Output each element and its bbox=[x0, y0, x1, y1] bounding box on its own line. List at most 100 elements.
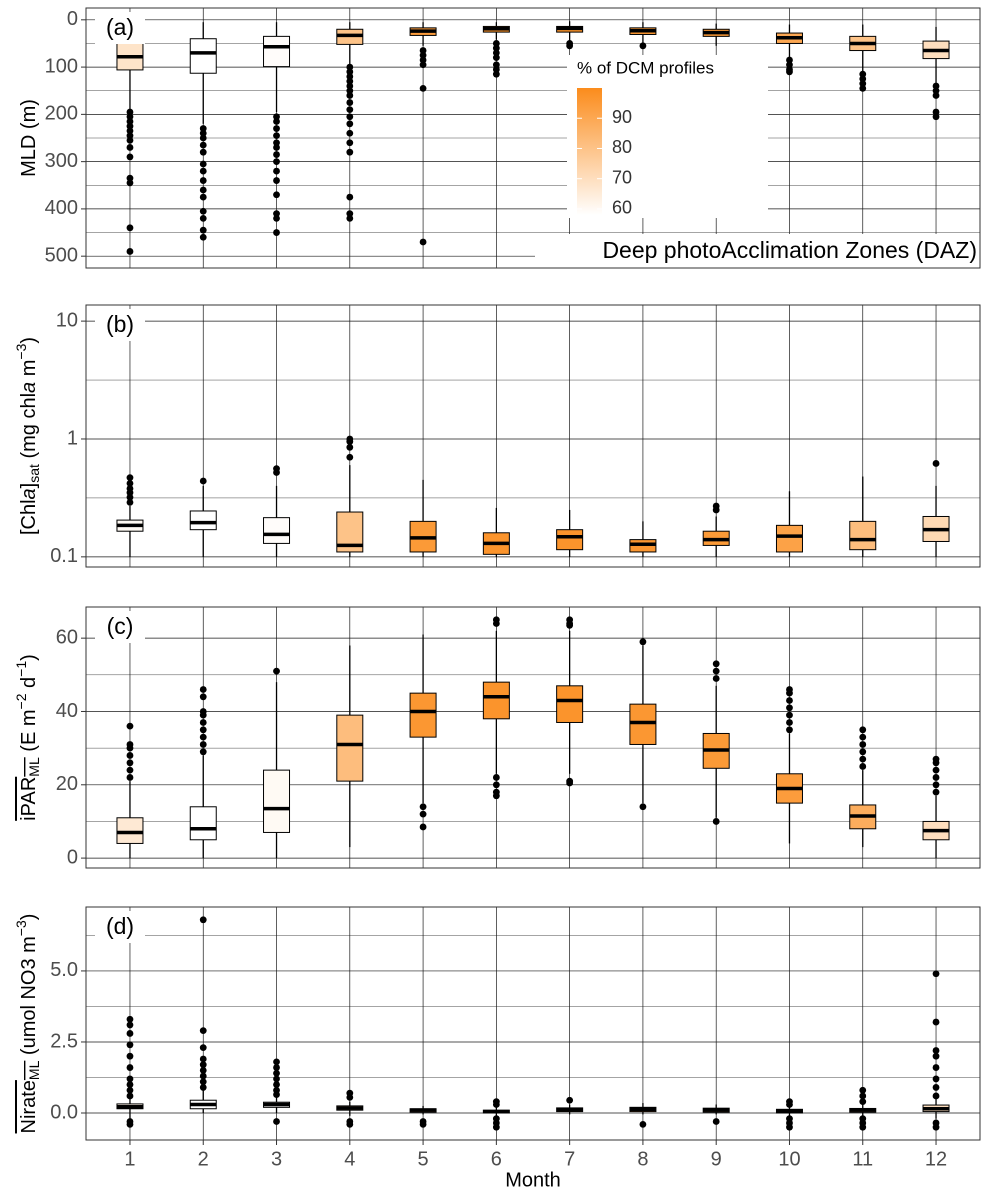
y-axis-label-part: ) bbox=[18, 914, 40, 921]
box bbox=[189, 38, 217, 74]
outlier bbox=[199, 693, 207, 701]
outlier bbox=[492, 61, 500, 69]
outlier bbox=[273, 1064, 280, 1071]
panel-border bbox=[85, 7, 981, 269]
outlier bbox=[932, 774, 940, 781]
outlier bbox=[639, 42, 647, 50]
outlier bbox=[199, 477, 207, 485]
outlier bbox=[932, 108, 940, 116]
annotation: Deep photoAcclimation Zones (DAZ) bbox=[602, 237, 977, 263]
outlier bbox=[859, 1115, 867, 1123]
box bbox=[263, 35, 291, 68]
y-axis-label-part: ML bbox=[26, 757, 42, 777]
outlier bbox=[126, 153, 134, 161]
outlier bbox=[199, 1027, 207, 1035]
outlier bbox=[786, 719, 793, 726]
panel-label-background bbox=[95, 911, 145, 943]
outlier bbox=[346, 92, 354, 99]
y-axis-label: MLD (m) bbox=[18, 99, 40, 177]
outlier bbox=[273, 229, 280, 236]
outlier bbox=[346, 139, 354, 147]
outlier bbox=[126, 1075, 134, 1083]
outlier bbox=[273, 1081, 280, 1088]
y-axis-label-part: Nirate bbox=[18, 1080, 40, 1133]
outlier bbox=[273, 177, 280, 184]
outlier bbox=[786, 726, 793, 734]
colorbar-tick-label: 60 bbox=[612, 198, 632, 218]
outlier bbox=[126, 1081, 134, 1088]
box bbox=[556, 685, 584, 723]
y-axis-label: [Chla]sat (mg chla m−3) bbox=[13, 337, 42, 535]
outlier bbox=[126, 248, 134, 255]
outlier bbox=[932, 87, 940, 95]
outlier bbox=[126, 122, 134, 130]
outlier bbox=[859, 748, 867, 756]
box bbox=[116, 817, 144, 844]
outlier bbox=[492, 774, 500, 781]
outlier bbox=[492, 781, 500, 789]
outlier bbox=[346, 1118, 354, 1125]
outlier bbox=[786, 56, 793, 64]
outlier bbox=[199, 148, 207, 156]
y-axis-label-part: −1 bbox=[13, 661, 29, 677]
outlier bbox=[126, 136, 134, 144]
outlier bbox=[639, 638, 647, 646]
y-tick-label: 2.5 bbox=[50, 1030, 78, 1052]
panel-background bbox=[86, 907, 980, 1140]
outlier bbox=[199, 1055, 207, 1063]
outlier bbox=[126, 722, 134, 730]
box bbox=[482, 681, 510, 720]
outlier bbox=[932, 1075, 940, 1083]
outlier bbox=[199, 129, 207, 137]
y-axis-label-part: −2 bbox=[13, 693, 29, 709]
outlier bbox=[346, 68, 354, 76]
outlier bbox=[346, 99, 354, 106]
outlier bbox=[126, 479, 134, 487]
x-tick-label: 11 bbox=[852, 1148, 873, 1170]
outlier bbox=[273, 214, 280, 222]
outlier bbox=[273, 667, 280, 675]
y-axis-label-part: ) bbox=[18, 654, 40, 661]
outlier bbox=[273, 210, 280, 218]
outlier bbox=[492, 1098, 500, 1106]
outlier bbox=[126, 108, 134, 116]
outlier bbox=[199, 1084, 207, 1091]
outlier bbox=[273, 1069, 280, 1077]
outlier bbox=[492, 70, 500, 78]
panel-background bbox=[86, 305, 980, 567]
outlier bbox=[932, 92, 940, 99]
outlier bbox=[126, 774, 134, 781]
panel-border bbox=[85, 304, 981, 568]
outlier bbox=[712, 675, 720, 682]
y-axis-label-part: ] bbox=[18, 483, 40, 489]
outlier bbox=[199, 1061, 207, 1069]
outlier bbox=[126, 474, 134, 482]
outlier bbox=[859, 84, 867, 92]
outlier bbox=[126, 224, 134, 232]
outlier bbox=[199, 741, 207, 748]
outlier bbox=[932, 113, 940, 121]
outlier bbox=[712, 660, 720, 668]
y-tick-label: 10 bbox=[56, 309, 78, 331]
outlier bbox=[639, 1120, 647, 1128]
x-tick-label: 10 bbox=[778, 1148, 800, 1170]
y-tick-label: 500 bbox=[45, 244, 78, 266]
outlier bbox=[199, 1078, 207, 1086]
y-tick-label: 0.1 bbox=[50, 545, 78, 567]
outlier bbox=[126, 1015, 134, 1023]
outlier bbox=[126, 132, 134, 140]
outlier bbox=[346, 1089, 354, 1097]
y-axis-label: iPARML (E m−2 d−1) bbox=[13, 654, 42, 821]
outlier bbox=[932, 1047, 940, 1054]
outlier bbox=[199, 177, 207, 184]
outlier bbox=[346, 73, 354, 80]
panel-label-background bbox=[95, 12, 145, 44]
outlier bbox=[419, 803, 427, 811]
y-axis-label-part: sat bbox=[26, 464, 42, 483]
panel-label: (b) bbox=[106, 311, 134, 337]
y-tick-label: 400 bbox=[45, 197, 78, 219]
outlier bbox=[346, 210, 354, 218]
box bbox=[189, 806, 217, 841]
outlier bbox=[273, 465, 280, 473]
